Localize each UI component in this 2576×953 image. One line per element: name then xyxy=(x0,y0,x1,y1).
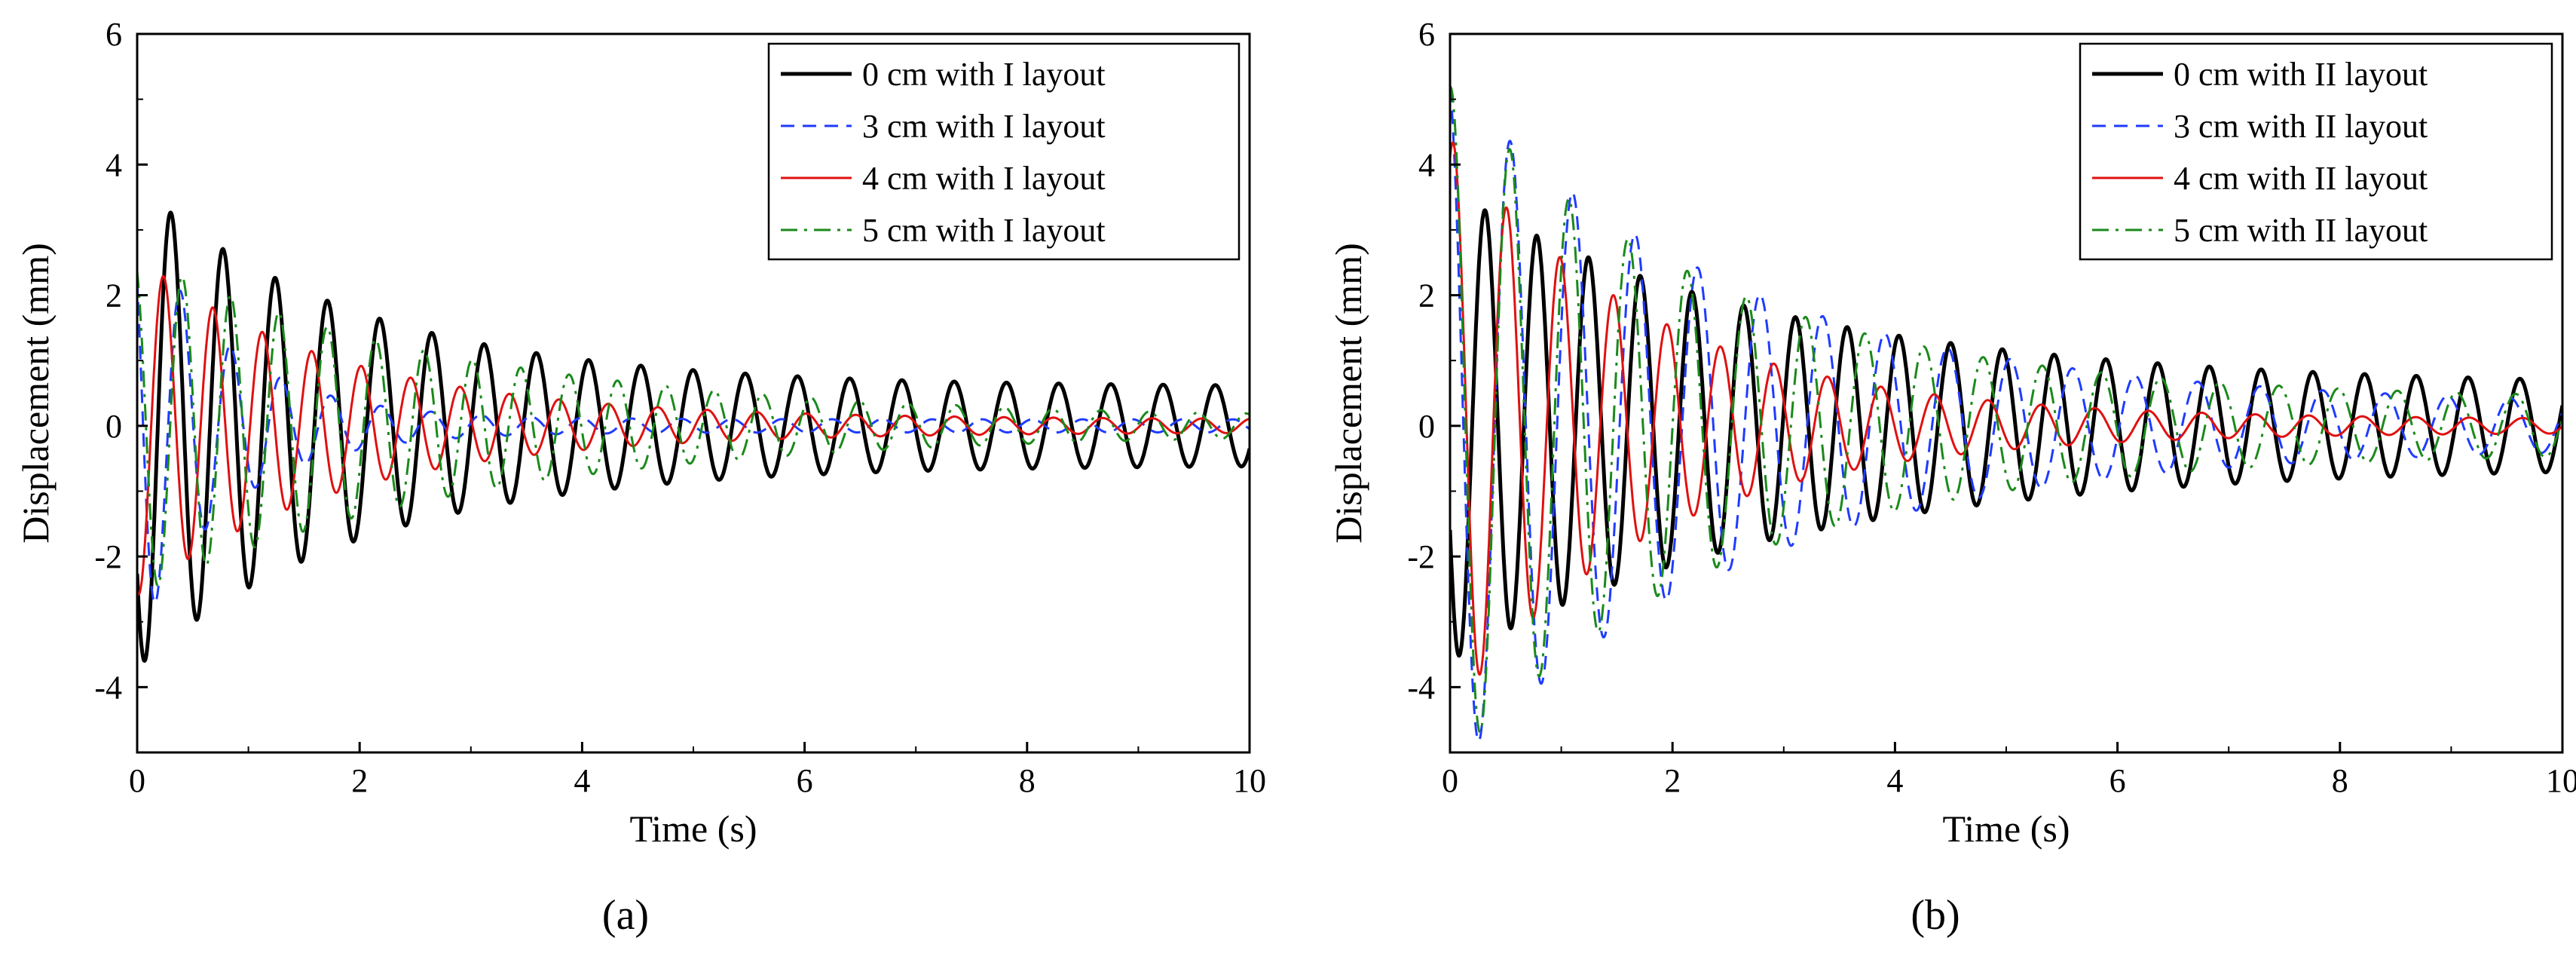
x-tick-label: 0 xyxy=(129,762,145,799)
y-tick-label: -2 xyxy=(94,538,122,575)
legend-entry: 4 cm with I layout xyxy=(862,160,1106,197)
x-tick-label: 2 xyxy=(1664,762,1681,799)
legend-entry: 3 cm with I layout xyxy=(862,108,1106,145)
series-line-solid-0 xyxy=(137,210,1250,663)
legend: 0 cm with I layout 3 cm with I layout 4 cm… xyxy=(767,42,1241,261)
series-line-dashed-1 xyxy=(1450,88,2562,743)
y-tick-label: 0 xyxy=(106,408,122,445)
x-tick-label: 10 xyxy=(2546,762,2576,799)
series-line-dashdot-3 xyxy=(137,271,1250,587)
legend-box xyxy=(2079,42,2553,261)
y-tick-label: 2 xyxy=(1418,277,1435,314)
y-tick-label: -2 xyxy=(1407,538,1435,575)
y-tick-label: 2 xyxy=(106,277,122,314)
y-axis-title: Displacement (mm) xyxy=(1327,243,1369,544)
y-tick-label: 6 xyxy=(1418,16,1435,53)
x-tick-label: 2 xyxy=(351,762,368,799)
series-group xyxy=(137,210,1250,663)
x-tick-label: 8 xyxy=(2332,762,2348,799)
x-tick-label: 10 xyxy=(1233,762,1266,799)
y-axis-title: Displacement (mm) xyxy=(14,243,57,544)
series-line-dashdot-3 xyxy=(1450,85,2562,734)
chart-panel-a: 0 2 4 6 8 10 -4 -2 0 2 4 6 Time (s) Displacement (mm)… xyxy=(14,16,1266,939)
y-tick-label: 6 xyxy=(106,16,122,53)
y-tick-label: 0 xyxy=(1418,408,1435,445)
legend-entry: 5 cm with II layout xyxy=(2174,212,2428,249)
legend-entry: 3 cm with II layout xyxy=(2174,108,2428,145)
y-tick-label: 4 xyxy=(1418,146,1435,183)
legend: 0 cm with II layout 3 cm with II layout 4 … xyxy=(2079,42,2553,261)
chart-panel-b: 0 2 4 6 8 10 -4 -2 0 2 4 6 Time (s) Displacement (mm)… xyxy=(1327,16,2576,939)
x-axis-title: Time (s) xyxy=(1942,807,2070,850)
y-tick-label: -4 xyxy=(94,669,122,706)
legend-entry: 0 cm with II layout xyxy=(2174,56,2428,93)
x-tick-label: 6 xyxy=(797,762,813,799)
x-tick-label: 8 xyxy=(1019,762,1036,799)
x-tick-label: 4 xyxy=(1886,762,1903,799)
legend-entry: 0 cm with I layout xyxy=(862,56,1106,93)
x-tick-label: 4 xyxy=(574,762,590,799)
panel-label: (b) xyxy=(1911,892,1960,939)
y-tick-label: 4 xyxy=(106,146,122,183)
legend-entry: 5 cm with I layout xyxy=(862,212,1106,249)
panel-label: (a) xyxy=(602,892,649,939)
y-tick-label: -4 xyxy=(1407,669,1435,706)
legend-entry: 4 cm with II layout xyxy=(2174,160,2428,197)
x-axis-title: Time (s) xyxy=(629,807,757,850)
series-line-solid-2 xyxy=(1450,141,2562,676)
series-group xyxy=(1450,85,2562,743)
legend-box xyxy=(767,42,1241,261)
x-tick-label: 0 xyxy=(1442,762,1458,799)
x-tick-label: 6 xyxy=(2109,762,2126,799)
